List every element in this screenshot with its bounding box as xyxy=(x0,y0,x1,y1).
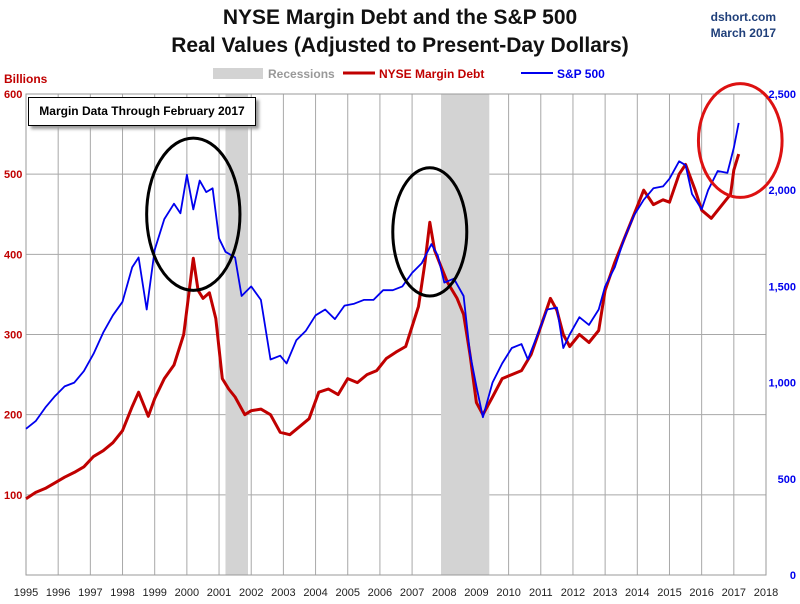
x-tick-label: 1995 xyxy=(14,587,38,599)
legend-label-margin-debt: NYSE Margin Debt xyxy=(379,67,484,81)
plot-frame xyxy=(25,93,767,576)
source-credit: dshort.com xyxy=(710,10,776,24)
x-tick-label: 2005 xyxy=(335,587,359,599)
y-left-tick-label: 500 xyxy=(4,169,22,181)
x-tick-label: 2012 xyxy=(561,587,585,599)
y-left-tick-label: 400 xyxy=(4,249,22,261)
x-tick-label: 1997 xyxy=(78,587,102,599)
y-right-tick-label: 1,500 xyxy=(768,281,796,293)
y-right-tick-label: 0 xyxy=(790,570,796,582)
chart-title: NYSE Margin Debt and the S&P 500 xyxy=(222,6,578,29)
x-tick-label: 2009 xyxy=(464,587,488,599)
recession-bands xyxy=(225,94,490,575)
y-right-tick-label: 1,000 xyxy=(768,378,796,390)
highlight-ellipses xyxy=(145,82,784,298)
x-tick-label: 2003 xyxy=(271,587,295,599)
x-tick-label: 2008 xyxy=(432,587,456,599)
y-left-tick-label: 300 xyxy=(4,330,22,342)
sp500-line xyxy=(25,122,740,430)
legend-label-sp500: S&P 500 xyxy=(557,67,605,81)
legend: Recessions NYSE Margin Debt S&P 500 xyxy=(200,64,620,84)
y-left-tick-label: 100 xyxy=(4,490,22,502)
axes-labels: 1995 1996 1997 1998 1999 2000 2001 2002 2003 2004… xyxy=(4,89,796,599)
y-left-tick-label: 600 xyxy=(4,89,22,101)
highlight-ellipse-2000 xyxy=(145,136,242,292)
x-tick-label: 2001 xyxy=(207,587,231,599)
credit-date: March 2017 xyxy=(710,26,776,40)
note-box: Margin Data Through February 2017 xyxy=(28,97,256,126)
x-tick-label: 2018 xyxy=(754,587,778,599)
margin-debt-line xyxy=(25,153,741,501)
x-tick-label: 2010 xyxy=(496,587,520,599)
y-left-tick-label: 200 xyxy=(4,410,22,422)
x-tick-label: 2014 xyxy=(625,587,649,599)
x-tick-label: 1996 xyxy=(46,587,70,599)
highlight-ellipse-2007 xyxy=(391,166,469,298)
x-tick-label: 2002 xyxy=(239,587,263,599)
x-tick-label: 2004 xyxy=(303,587,327,599)
x-tick-label: 2007 xyxy=(400,587,424,599)
chart-subtitle: Real Values (Adjusted to Present-Day Dol… xyxy=(171,34,629,57)
x-tick-label: 2011 xyxy=(529,587,553,599)
recession-band xyxy=(441,94,490,575)
x-tick-label: 2017 xyxy=(722,587,746,599)
highlight-ellipse-2017 xyxy=(696,82,784,199)
recession-band xyxy=(225,94,248,575)
x-tick-label: 2006 xyxy=(368,587,392,599)
x-tick-label: 1998 xyxy=(110,587,134,599)
y-left-unit-label: Billions xyxy=(4,72,48,86)
legend-background xyxy=(200,64,620,84)
x-tick-label: 2013 xyxy=(593,587,617,599)
x-tick-label: 2015 xyxy=(657,587,681,599)
x-tick-label: 2016 xyxy=(689,587,713,599)
legend-swatch-recessions xyxy=(213,68,263,79)
y-right-tick-label: 500 xyxy=(778,474,796,486)
x-tick-label: 2000 xyxy=(175,587,199,599)
y-right-tick-label: 2,500 xyxy=(768,89,796,101)
legend-label-recessions: Recessions xyxy=(268,67,335,81)
series-lines xyxy=(25,122,741,501)
x-tick-label: 1999 xyxy=(142,587,166,599)
gridlines xyxy=(25,93,767,575)
y-right-tick-label: 2,000 xyxy=(768,185,796,197)
